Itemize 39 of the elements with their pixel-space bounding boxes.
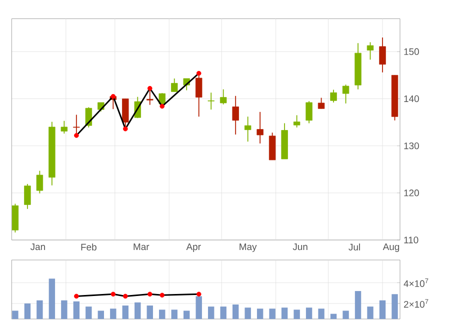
candlestick [122,98,129,131]
x-tick-label: Jun [292,244,308,250]
candlestick [244,116,252,142]
candlestick [158,92,166,107]
x-tick-label: Aug [382,244,400,252]
candlestick [366,42,374,60]
x-tick-label: May [240,244,257,252]
candlestick [24,184,31,210]
x-tick-label: Feb [81,244,96,251]
x-tick-label: Jan [30,244,45,250]
y-tick-label: 4×10$^{7}$ [404,278,428,288]
candlestick [171,78,178,92]
y-tick-label: 120 [404,190,419,196]
y-tick-label: 140 [404,95,419,102]
point [160,104,165,109]
candlestick [220,88,227,105]
candlestick [330,89,337,104]
candlestick [342,84,350,104]
x-tick-label: Jul [348,244,360,251]
point [122,126,128,132]
candlestick [60,120,68,134]
candlestick [318,97,325,110]
point [196,70,202,76]
y-tick-label: 2×10$^{7}$ [404,299,428,308]
x-tick-label: Mar [134,244,150,250]
point [74,133,79,138]
candlestick [256,112,264,144]
point [147,86,152,91]
y-tick-label: 150 [404,48,419,56]
candlestick [232,96,239,136]
y-tick-label: 110 [404,236,418,244]
candlestick [306,100,312,124]
candlestick [146,88,154,106]
candlestick [208,92,214,110]
y-tick-label: 130 [404,142,419,150]
candlestick [293,114,300,128]
candlestick [379,37,386,73]
candlestick [36,170,44,194]
x-tick-label: Apr [186,244,201,252]
